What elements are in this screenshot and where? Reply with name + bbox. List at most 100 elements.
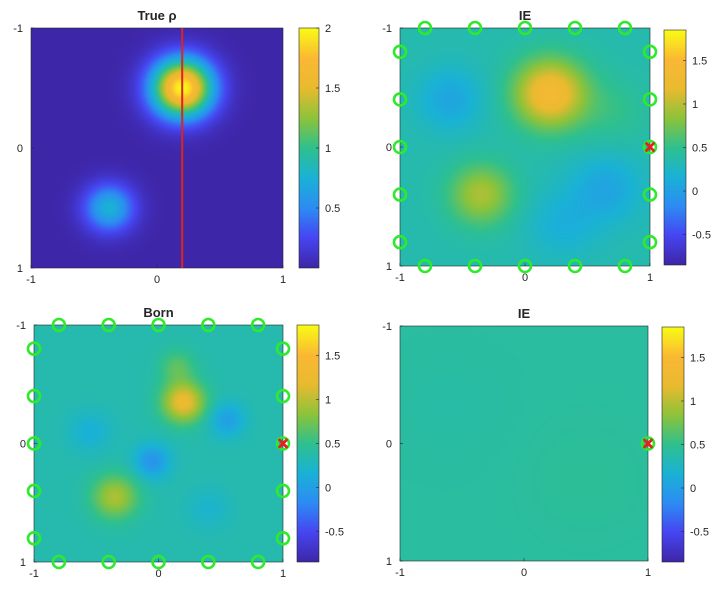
plot-title: IE xyxy=(518,306,531,321)
x-tick-label: 0 xyxy=(155,568,161,580)
receiver-marker xyxy=(51,317,67,333)
receiver-marker xyxy=(151,554,166,570)
source-marker xyxy=(278,438,288,449)
source-marker xyxy=(643,438,653,449)
receiver-marker xyxy=(417,258,433,274)
colorbar-tick-label: 2 xyxy=(325,23,331,35)
colorbar-tick-label: 1.5 xyxy=(692,55,707,67)
y-tick-label: 0 xyxy=(386,142,392,154)
plot-title: Born xyxy=(143,305,173,320)
y-tick-label: 1 xyxy=(17,263,23,275)
x-tick-label: -1 xyxy=(395,272,405,284)
colorbar xyxy=(299,28,319,268)
receiver-marker xyxy=(617,258,633,274)
receiver-marker xyxy=(26,388,42,404)
y-tick-label: -1 xyxy=(16,320,26,332)
y-tick-label: 0 xyxy=(17,143,23,155)
y-tick-label: 1 xyxy=(20,557,26,569)
receiver-marker xyxy=(642,44,658,60)
colorbar-tick-label: -0.5 xyxy=(690,527,709,539)
x-tick-label: -1 xyxy=(29,568,39,580)
colorbar-tick-label: 1 xyxy=(692,99,698,111)
colorbar-tick-label: 0.5 xyxy=(325,203,340,215)
subplot-4: IE-1 0 1-101-0.500.511.5 xyxy=(382,306,709,579)
colorbar-tick-label: 0.5 xyxy=(692,143,707,155)
receiver-marker xyxy=(275,341,291,357)
receiver-marker xyxy=(467,258,483,274)
receiver-marker xyxy=(517,20,533,36)
receiver-marker xyxy=(392,234,408,250)
y-tick-label: -1 xyxy=(382,23,392,35)
x-tick-label: 1 xyxy=(647,272,653,284)
receiver-marker xyxy=(26,530,42,546)
receiver-marker xyxy=(642,139,658,155)
receiver-marker xyxy=(26,483,42,499)
colorbar-tick-label: 1.5 xyxy=(325,83,340,95)
colorbar-tick-label: 1 xyxy=(325,395,331,407)
colorbar-tick-label: 1 xyxy=(690,396,696,408)
receiver-marker xyxy=(275,388,291,404)
x-tick-label: 1 xyxy=(280,274,286,286)
colorbar-tick-label: 0 xyxy=(692,186,698,198)
receiver-marker xyxy=(275,530,291,546)
receiver-marker xyxy=(642,234,658,250)
colorbar-tick-label: 0.5 xyxy=(325,439,340,451)
receiver-marker xyxy=(567,258,583,274)
heatmap-image xyxy=(400,28,650,266)
x-tick-label: 0 xyxy=(154,274,160,286)
y-tick-label: 1 xyxy=(386,556,392,568)
colorbar xyxy=(662,327,684,562)
receiver-marker xyxy=(392,139,408,155)
receiver-marker xyxy=(642,92,658,107)
x-tick-label: 0 xyxy=(522,272,528,284)
y-tick-label: 1 xyxy=(386,261,392,273)
receiver-marker xyxy=(201,317,216,333)
x-tick-label: 0 xyxy=(521,567,527,579)
heatmap-image xyxy=(34,325,283,562)
x-tick-label: 1 xyxy=(280,568,286,580)
receiver-marker xyxy=(201,554,216,570)
colorbar-tick-label: 1.5 xyxy=(690,352,705,364)
colorbar-tick-label: 0 xyxy=(690,483,696,495)
receiver-marker xyxy=(392,44,408,60)
plot-title: IE xyxy=(519,8,532,23)
y-tick-label: -1 xyxy=(13,23,23,35)
receiver-marker xyxy=(275,483,291,499)
subplot-2: IE-1 0 1-101-0.500.511.5 xyxy=(382,8,711,284)
x-tick-label: -1 xyxy=(26,274,36,286)
receiver-marker xyxy=(640,436,656,451)
colorbar xyxy=(664,30,686,265)
y-tick-label: 0 xyxy=(20,439,26,451)
y-tick-label: 0 xyxy=(386,439,392,451)
receiver-marker xyxy=(101,317,116,333)
colorbar-tick-label: -0.5 xyxy=(325,526,344,538)
plot-title: True ρ xyxy=(137,8,176,23)
receiver-marker xyxy=(26,436,42,451)
receiver-marker xyxy=(392,92,408,107)
heatmap-image xyxy=(31,28,283,268)
y-tick-label: -1 xyxy=(382,321,392,333)
receiver-marker xyxy=(392,187,408,202)
receiver-marker xyxy=(250,554,266,570)
receiver-marker xyxy=(51,554,67,570)
colorbar-tick-label: 0 xyxy=(325,482,331,494)
receiver-marker xyxy=(250,317,266,333)
receiver-marker xyxy=(101,554,116,570)
receiver-marker xyxy=(151,317,166,333)
receiver-marker xyxy=(517,258,533,274)
receiver-marker xyxy=(617,20,633,36)
source-marker xyxy=(645,142,655,152)
colorbar-tick-label: -0.5 xyxy=(692,230,711,242)
subplot-3: Born-1 0 1-101-0.500.511.5 xyxy=(16,305,344,580)
receiver-marker xyxy=(417,20,433,36)
colorbar-tick-label: 1.5 xyxy=(325,351,340,363)
x-tick-label: -1 xyxy=(395,567,405,579)
receiver-marker xyxy=(26,341,42,357)
colorbar-tick-label: 0.5 xyxy=(690,440,705,452)
receiver-marker xyxy=(642,187,658,202)
receiver-marker xyxy=(567,20,583,36)
heatmap-image xyxy=(400,326,648,561)
colorbar-tick-label: 1 xyxy=(325,143,331,155)
